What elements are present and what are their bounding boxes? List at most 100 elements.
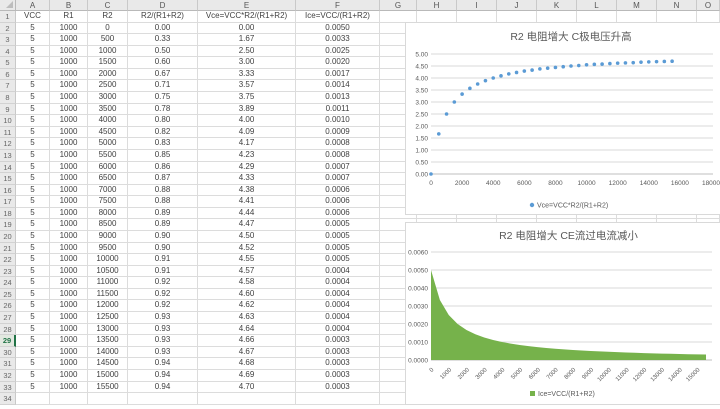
cell-F31[interactable]: 0.0003 [296,358,380,370]
cell-E2[interactable]: 0.00 [198,22,296,35]
cell-B6[interactable]: 1000 [50,68,88,81]
cell-C4[interactable]: 1000 [88,45,128,58]
cell-B29[interactable]: 1000 [50,335,88,347]
cell-E25[interactable]: 4.60 [198,288,296,301]
cell-B3[interactable]: 1000 [50,34,88,46]
cell-A11[interactable]: 5 [16,126,50,139]
cell-F16[interactable]: 0.0006 [296,184,380,197]
cell-B16[interactable]: 1000 [50,184,88,197]
cell-C1[interactable]: R2 [88,11,128,23]
cell-I1[interactable] [457,11,497,23]
cell-A3[interactable]: 5 [16,34,50,46]
cell-D4[interactable]: 0.50 [128,45,198,58]
cell-F29[interactable]: 0.0003 [296,335,380,347]
cell-F24[interactable]: 0.0004 [296,277,380,289]
row-header-5[interactable]: 5 [0,57,16,69]
row-header-16[interactable]: 16 [0,184,16,197]
cell-D1[interactable]: R2/(R1+R2) [128,11,198,23]
row-header-26[interactable]: 26 [0,300,16,313]
row-header-8[interactable]: 8 [0,92,16,104]
cell-A19[interactable]: 5 [16,219,50,231]
cell-D20[interactable]: 0.90 [128,230,198,243]
cell-A34[interactable] [16,393,50,405]
row-header-28[interactable]: 28 [0,323,16,336]
column-header-A[interactable]: A [16,0,50,11]
cell-L1[interactable] [577,11,617,23]
cell-E26[interactable]: 4.62 [198,300,296,313]
cell-B26[interactable]: 1000 [50,300,88,313]
cell-C28[interactable]: 13000 [88,323,128,336]
cell-F6[interactable]: 0.0017 [296,68,380,81]
cell-F14[interactable]: 0.0007 [296,161,380,174]
cell-F22[interactable]: 0.0005 [296,254,380,266]
row-header-24[interactable]: 24 [0,277,16,289]
cell-F20[interactable]: 0.0005 [296,230,380,243]
column-header-M[interactable]: M [617,0,657,11]
cell-C33[interactable]: 15500 [88,381,128,394]
cell-C26[interactable]: 12000 [88,300,128,313]
cell-E8[interactable]: 3.75 [198,92,296,104]
cell-A21[interactable]: 5 [16,242,50,255]
cell-D5[interactable]: 0.60 [128,57,198,69]
row-header-7[interactable]: 7 [0,80,16,93]
cell-A24[interactable]: 5 [16,277,50,289]
cell-D29[interactable]: 0.93 [128,335,198,347]
row-header-21[interactable]: 21 [0,242,16,255]
cell-F4[interactable]: 0.0025 [296,45,380,58]
row-header-18[interactable]: 18 [0,207,16,220]
vce-scatter-chart[interactable]: 0.00 0.50 1.00 1.50 2.00 2.50 3.00 3.50 4.00 4.50… [405,22,720,215]
cell-F10[interactable]: 0.0010 [296,115,380,127]
row-header-34[interactable]: 34 [0,393,16,405]
cell-F11[interactable]: 0.0009 [296,126,380,139]
cell-E32[interactable]: 4.69 [198,369,296,382]
cell-A1[interactable]: VCC [16,11,50,23]
cell-C14[interactable]: 6000 [88,161,128,174]
row-header-22[interactable]: 22 [0,254,16,266]
cell-A25[interactable]: 5 [16,288,50,301]
cell-C3[interactable]: 500 [88,34,128,46]
cell-C24[interactable]: 11000 [88,277,128,289]
cell-A30[interactable]: 5 [16,346,50,359]
cell-E30[interactable]: 4.67 [198,346,296,359]
cell-B33[interactable]: 1000 [50,381,88,394]
cell-F9[interactable]: 0.0011 [296,103,380,116]
cell-B30[interactable]: 1000 [50,346,88,359]
cell-F23[interactable]: 0.0004 [296,265,380,278]
cell-B27[interactable]: 1000 [50,312,88,324]
cell-B19[interactable]: 1000 [50,219,88,231]
cell-C17[interactable]: 7500 [88,196,128,208]
cell-A27[interactable]: 5 [16,312,50,324]
cell-E6[interactable]: 3.33 [198,68,296,81]
cell-F34[interactable] [296,393,380,405]
cell-A23[interactable]: 5 [16,265,50,278]
column-header-N[interactable]: N [657,0,697,11]
cell-F32[interactable]: 0.0003 [296,369,380,382]
cell-E5[interactable]: 3.00 [198,57,296,69]
cell-B10[interactable]: 1000 [50,115,88,127]
cell-C32[interactable]: 15000 [88,369,128,382]
cell-A20[interactable]: 5 [16,230,50,243]
cell-D13[interactable]: 0.85 [128,149,198,162]
cell-E12[interactable]: 4.17 [198,138,296,150]
cell-M1[interactable] [617,11,657,23]
column-header-C[interactable]: C [88,0,128,11]
cell-E34[interactable] [198,393,296,405]
cell-D28[interactable]: 0.93 [128,323,198,336]
cell-D8[interactable]: 0.75 [128,92,198,104]
row-header-32[interactable]: 32 [0,369,16,382]
cell-O1[interactable] [697,11,720,23]
cell-F12[interactable]: 0.0008 [296,138,380,150]
cell-G1[interactable] [380,11,417,23]
cell-E16[interactable]: 4.38 [198,184,296,197]
column-header-H[interactable]: H [417,0,457,11]
cell-C16[interactable]: 7000 [88,184,128,197]
select-all-button[interactable] [0,0,16,11]
cell-B1[interactable]: R1 [50,11,88,23]
row-header-6[interactable]: 6 [0,68,16,81]
cell-C10[interactable]: 4000 [88,115,128,127]
cell-B24[interactable]: 1000 [50,277,88,289]
cell-E10[interactable]: 4.00 [198,115,296,127]
cell-B13[interactable]: 1000 [50,149,88,162]
cell-D21[interactable]: 0.90 [128,242,198,255]
row-header-13[interactable]: 13 [0,149,16,162]
